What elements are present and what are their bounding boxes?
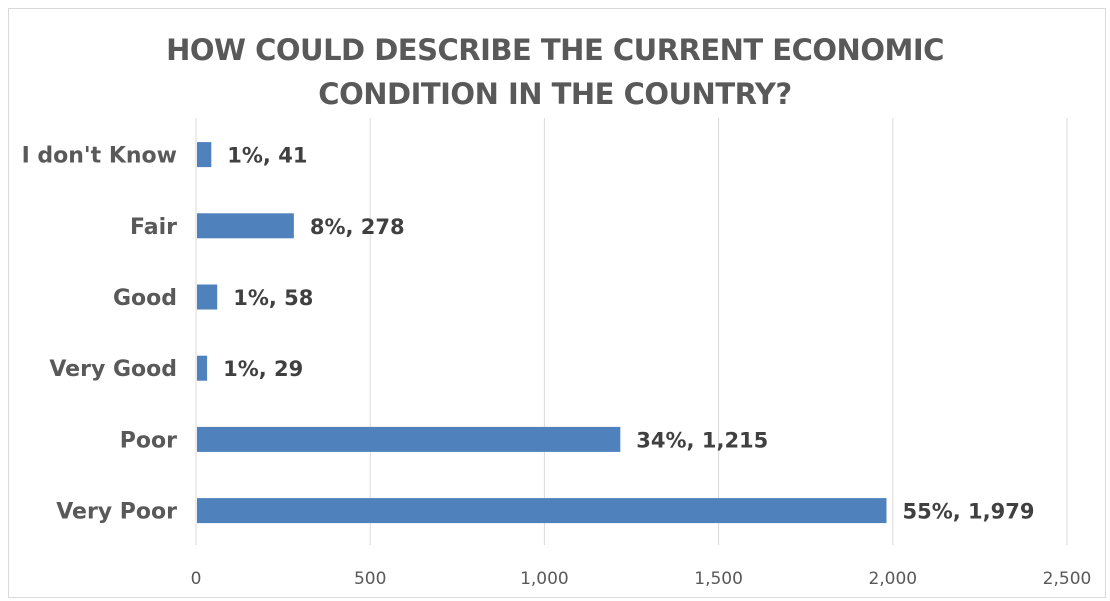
data-labels: 1%, 41 8%, 278 1%, 58 1%, 29 34%, 1,215 55%, …: [223, 144, 1034, 524]
bar: [197, 213, 294, 239]
category-label: Good: [113, 286, 177, 311]
data-label: 34%, 1,215: [636, 428, 768, 452]
data-label: 1%, 41: [227, 144, 307, 168]
data-label: 55%, 1,979: [902, 500, 1034, 524]
x-tick-label: 1,000: [520, 569, 569, 589]
chart-title-line-2: CONDITION IN THE COUNTRY?: [318, 77, 792, 111]
category-label: Very Good: [49, 357, 177, 382]
category-label: Poor: [120, 428, 177, 453]
x-axis-tick-labels: 0 500 1,000 1,500 2,000 2,500: [191, 569, 1092, 589]
category-label: I don't Know: [22, 144, 177, 169]
chart-title: HOW COULD DESCRIBE THE CURRENT ECONOMIC …: [0, 28, 1110, 116]
bar: [197, 498, 887, 524]
x-tick-label: 500: [354, 569, 386, 589]
bar: [197, 284, 218, 310]
bars: [197, 142, 887, 524]
bar: [197, 142, 212, 168]
x-tick-label: 2,000: [868, 569, 917, 589]
data-label: 1%, 29: [223, 357, 303, 381]
chart-title-line-1: HOW COULD DESCRIBE THE CURRENT ECONOMIC: [166, 33, 944, 67]
gridlines: [195, 118, 1068, 545]
x-tick-label: 1,500: [694, 569, 743, 589]
category-labels: I don't Know Fair Good Very Good Poor Very Po…: [22, 144, 178, 525]
x-tick-label: 0: [191, 569, 202, 589]
data-label: 8%, 278: [310, 215, 405, 239]
bar: [197, 355, 208, 381]
data-label: 1%, 58: [233, 286, 313, 310]
x-tick-label: 2,500: [1043, 569, 1092, 589]
bar: [197, 426, 621, 452]
category-label: Very Poor: [56, 500, 177, 525]
category-label: Fair: [130, 215, 177, 240]
